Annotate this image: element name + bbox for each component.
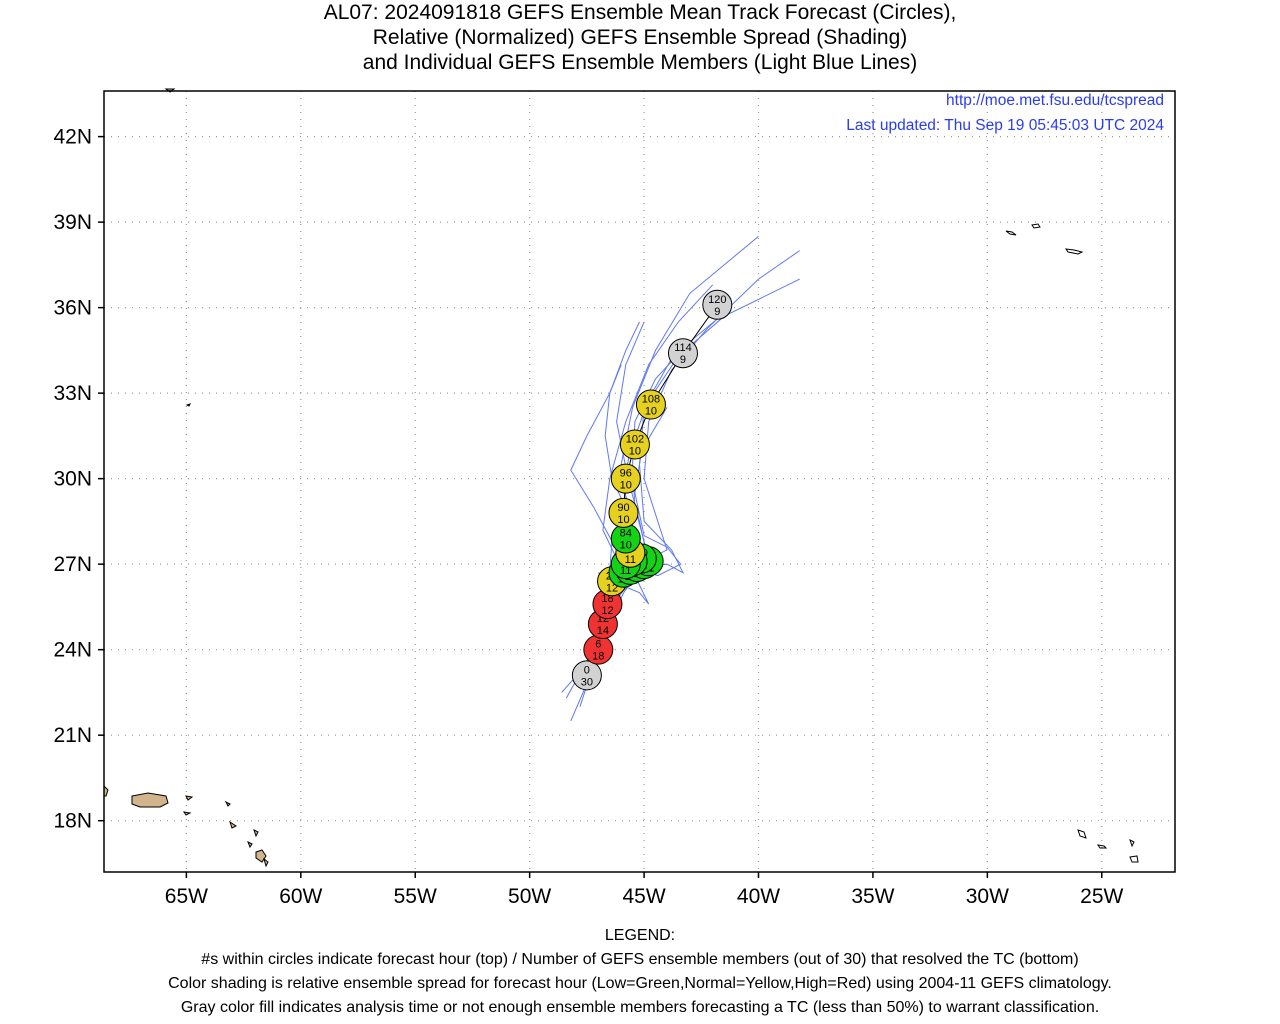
legend-line-2: Color shading is relative ensemble sprea… — [168, 975, 1112, 992]
lat-tick-label: 30N — [53, 468, 92, 491]
island-small-6 — [185, 795, 194, 801]
legend: LEGEND: #s within circles indicate forec… — [0, 924, 1280, 1020]
latitude-labels: 42N 39N 36N 33N 30N 27N 24N 21N 18N — [53, 126, 92, 833]
lat-tick-label: 36N — [53, 297, 92, 320]
member-count-label: 10 — [629, 445, 641, 457]
last-updated-text: Last updated: Thu Sep 19 05:45:03 UTC 20… — [846, 117, 1164, 134]
longitude-ticks — [185, 872, 1103, 878]
lon-tick-label: 55W — [394, 885, 437, 908]
lat-tick-label: 27N — [53, 553, 92, 576]
title-line-2: Relative (Normalized) GEFS Ensemble Spre… — [372, 26, 908, 49]
member-count-label: 18 — [592, 651, 604, 663]
forecast-hour-label: 84 — [620, 528, 632, 540]
lon-tick-label: 40W — [737, 885, 780, 908]
track-point-circle — [610, 463, 641, 494]
track-point-circle — [667, 338, 698, 369]
member-count-label: 10 — [620, 540, 632, 552]
member-count-label: 30 — [581, 676, 593, 688]
lon-tick-label: 25W — [1080, 885, 1123, 908]
member-count-label: 9 — [714, 306, 720, 318]
lon-tick-label: 30W — [966, 885, 1009, 908]
source-url-link[interactable]: http://moe.met.fsu.edu/tcspread — [946, 92, 1164, 109]
member-count-label: 10 — [617, 514, 629, 526]
mean-track-circles: 0306181214181224123011361142114811541160… — [571, 289, 733, 691]
legend-line-1: #s within circles indicate forecast hour… — [201, 951, 1079, 968]
member-count-label: 10 — [620, 480, 632, 492]
member-count-label: 12 — [606, 582, 618, 594]
lon-tick-label: 50W — [508, 885, 551, 908]
forecast-hour-label: 0 — [584, 664, 590, 676]
lon-tick-label: 65W — [165, 885, 208, 908]
forecast-hour-label: 6 — [595, 639, 601, 651]
lon-tick-label: 35W — [851, 885, 894, 908]
latitude-ticks — [98, 135, 104, 822]
track-point-circle — [571, 660, 602, 691]
lon-tick-label: 45W — [622, 885, 665, 908]
track-point-circle — [702, 289, 733, 320]
forecast-hour-label: 96 — [620, 468, 632, 480]
forecast-hour-label: 90 — [617, 502, 629, 514]
forecast-hour-label: 114 — [674, 342, 692, 354]
longitude-labels: 65W 60W 55W 50W 45W 40W 35W 30W 25W — [165, 885, 1124, 908]
track-point-circle — [635, 389, 666, 420]
forecast-hour-label: 120 — [708, 294, 726, 306]
map-frame — [103, 90, 1176, 873]
track-point: 618 — [583, 634, 614, 665]
map-title: AL07: 2024091818 GEFS Ensemble Mean Trac… — [0, 0, 1280, 75]
forecast-hour-label: 108 — [642, 394, 660, 406]
island-small-3 — [263, 857, 269, 868]
track-map: 0306181214181224123011361142114811541160… — [53, 88, 1176, 908]
island-bermuda — [185, 403, 191, 407]
azores — [1005, 223, 1084, 255]
member-count-label: 12 — [601, 605, 613, 617]
island-small-5 — [224, 800, 231, 807]
island-small-2 — [247, 840, 253, 849]
member-count-label: 10 — [645, 406, 657, 418]
member-count-label: 14 — [597, 625, 609, 637]
forecast-hour-label: 102 — [626, 433, 644, 445]
island-small-1 — [253, 829, 259, 838]
legend-heading: LEGEND: — [604, 927, 676, 944]
track-point-circle — [619, 429, 650, 460]
member-count-label: 11 — [620, 565, 631, 577]
track-point: 030 — [571, 660, 602, 691]
canary-islands — [1077, 829, 1139, 863]
lat-tick-label: 21N — [53, 724, 92, 747]
lat-tick-label: 24N — [53, 639, 92, 662]
lon-tick-label: 60W — [279, 885, 322, 908]
track-point-circle — [608, 497, 639, 528]
title-line-3: and Individual GEFS Ensemble Members (Li… — [362, 51, 918, 74]
title-line-1: AL07: 2024091818 GEFS Ensemble Mean Trac… — [323, 1, 957, 24]
lat-tick-label: 18N — [53, 810, 92, 833]
member-count-label: 9 — [680, 354, 686, 366]
lat-tick-label: 33N — [53, 382, 92, 405]
puerto-rico — [131, 792, 169, 808]
lat-tick-label: 42N — [53, 126, 92, 149]
member-count-label: 11 — [625, 554, 636, 566]
island-small-4 — [182, 811, 192, 816]
lat-tick-label: 39N — [53, 211, 92, 234]
legend-line-3: Gray color fill indicates analysis time … — [180, 999, 1100, 1016]
island-small-7 — [229, 820, 237, 829]
